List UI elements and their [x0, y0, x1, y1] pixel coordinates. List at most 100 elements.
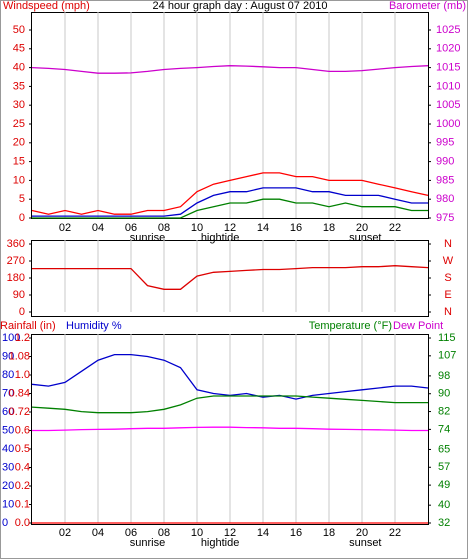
x-tick-label: 16 [290, 527, 302, 539]
annotation: sunrise [130, 232, 165, 244]
y-tick-label: 107 [438, 350, 456, 362]
y-tick-label: 1010 [436, 80, 460, 92]
x-tick-label: 08 [158, 222, 170, 234]
y-tick-label: 80 [2, 369, 14, 381]
y-tick-label: 57 [438, 461, 450, 473]
series-line [32, 426, 428, 432]
y-tick-label: 0.84 [9, 387, 30, 399]
y-tick-label: 1020 [436, 43, 460, 55]
x-tick-label: 12 [224, 222, 236, 234]
y-tick-label: 90 [438, 388, 450, 400]
y-tick-label: 100 [2, 332, 20, 344]
y-tick-label: 980 [436, 193, 454, 205]
y-tick-label: N [444, 238, 452, 250]
y-tick-label: 5 [19, 193, 25, 205]
x-tick-label: 22 [389, 222, 401, 234]
x-tick-label: 02 [59, 222, 71, 234]
y-tick-label: 70 [2, 387, 14, 399]
x-tick-label: 06 [125, 222, 137, 234]
y-tick-label: E [444, 289, 451, 301]
series-line [31, 172, 429, 215]
y-tick-label: 50 [2, 424, 14, 436]
dewpoint-axis-title: Dew Point [393, 320, 443, 332]
y-tick-label: 990 [436, 156, 454, 168]
y-tick-label: 0.5 [15, 443, 30, 455]
x-tick-label: 20 [356, 222, 368, 234]
y-tick-label: 0.1 [15, 498, 30, 510]
barometer-axis-title: Barometer (mb) [389, 0, 466, 12]
x-tick-label: 10 [191, 222, 203, 234]
humidity-axis-title: Humidity % [66, 320, 122, 332]
y-tick-label: 0 [2, 517, 8, 529]
x-tick-label: 14 [257, 222, 269, 234]
y-tick-label: 45 [13, 43, 25, 55]
x-tick-label: 04 [92, 527, 104, 539]
x-tick-label: 10 [191, 527, 203, 539]
annotation: sunset [349, 537, 381, 549]
y-tick-label: 0.72 [9, 406, 30, 418]
y-tick-label: 20 [13, 137, 25, 149]
y-tick-label: 1005 [436, 99, 460, 111]
y-tick-label: W [443, 255, 454, 267]
y-tick-label: 50 [13, 24, 25, 36]
y-tick-label: 30 [13, 99, 25, 111]
x-tick-label: 22 [389, 527, 401, 539]
x-tick-label: 08 [158, 527, 170, 539]
y-tick-label: 40 [438, 499, 450, 511]
y-tick-label: 25 [13, 118, 25, 130]
y-tick-label: 32 [438, 517, 450, 529]
series-line [31, 395, 428, 414]
y-tick-label: 270 [7, 255, 25, 267]
y-tick-label: 40 [13, 62, 25, 74]
y-tick-label: 0.2 [15, 480, 30, 492]
y-tick-label: 20 [2, 480, 14, 492]
y-tick-label: 1000 [436, 118, 460, 130]
x-tick-label: 16 [290, 222, 302, 234]
x-tick-label: 18 [323, 527, 335, 539]
wind-axis-title: Windspeed (mph) [3, 0, 90, 12]
series-line [32, 265, 429, 290]
series-line [31, 65, 429, 74]
annotation: hightide [201, 537, 240, 549]
x-tick-label: 20 [356, 527, 368, 539]
y-tick-label: 1025 [436, 24, 460, 36]
y-tick-label: 35 [13, 80, 25, 92]
y-tick-label: 10 [2, 498, 14, 510]
y-tick-label: 90 [13, 289, 25, 301]
y-tick-label: 1.2 [15, 332, 30, 344]
annotation: sunset [349, 232, 381, 244]
y-tick-label: 30 [2, 461, 14, 473]
y-tick-label: 975 [436, 212, 454, 224]
y-tick-label: 82 [438, 405, 450, 417]
y-tick-label: 0 [19, 212, 25, 224]
y-tick-label: 0.4 [15, 461, 30, 473]
y-tick-label: 10 [13, 174, 25, 186]
y-tick-label: 360 [7, 238, 25, 250]
series-line [32, 198, 428, 219]
y-tick-label: 74 [438, 423, 450, 435]
y-tick-label: 0.6 [15, 424, 30, 436]
y-tick-label: 65 [438, 443, 450, 455]
y-tick-label: 90 [2, 350, 14, 362]
y-tick-label: S [444, 272, 451, 284]
annotation: hightide [201, 232, 240, 244]
y-tick-label: 98 [438, 370, 450, 382]
x-tick-label: 04 [92, 222, 104, 234]
series-line [32, 187, 428, 217]
y-tick-label: 995 [436, 137, 454, 149]
x-tick-label: 12 [224, 527, 236, 539]
y-tick-label: 985 [436, 174, 454, 186]
y-tick-label: 60 [2, 406, 14, 418]
rain-axis-title: Rainfall (in) [0, 320, 56, 332]
y-tick-label: 1.0 [15, 369, 30, 381]
y-tick-label: 1.08 [9, 350, 30, 362]
temperature-axis-title: Temperature (°F) [309, 320, 392, 332]
y-tick-label: 1015 [436, 62, 460, 74]
annotation: sunrise [130, 537, 165, 549]
x-tick-label: 18 [323, 222, 335, 234]
y-tick-label: 0 [19, 306, 25, 318]
x-tick-label: 14 [257, 527, 269, 539]
y-tick-label: 115 [438, 332, 456, 344]
